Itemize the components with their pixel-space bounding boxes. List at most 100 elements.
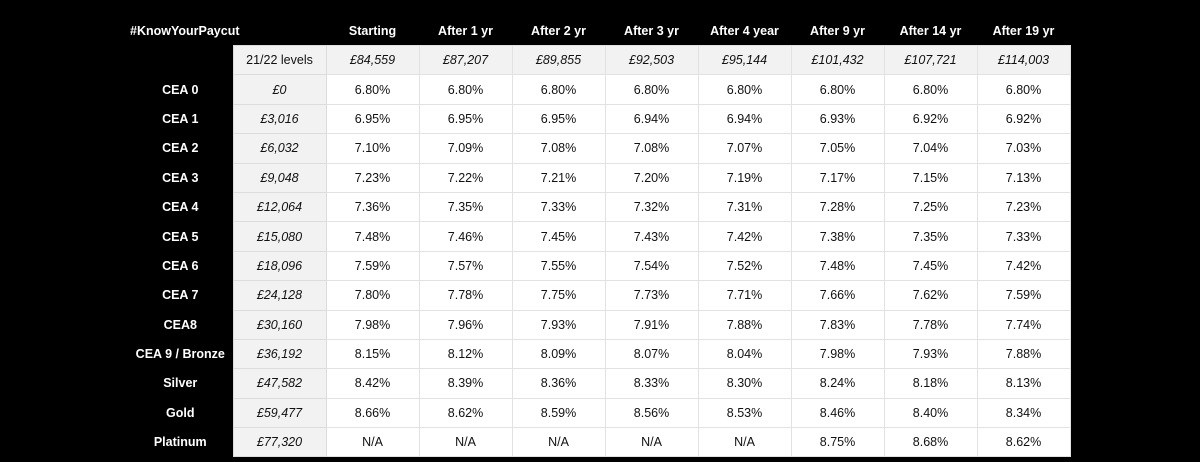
row-label: CEA 1 xyxy=(128,104,233,134)
percent-cell: 8.62% xyxy=(418,397,513,429)
percent-cell: 7.20% xyxy=(604,162,699,193)
percent-cell: 7.80% xyxy=(325,280,420,311)
percent-cell: 7.21% xyxy=(511,162,606,193)
percent-cell: 8.15% xyxy=(325,338,420,370)
percent-cell: 8.46% xyxy=(790,397,885,429)
salary-cell: £84,559 xyxy=(325,44,420,76)
table-row: CEA8 £30,160 7.98% 7.96% 7.93% 7.91% 7.88% 7.83… xyxy=(128,309,1071,340)
percent-cell: 7.54% xyxy=(604,250,699,282)
percent-cell: 7.66% xyxy=(790,280,885,311)
row-label: Platinum xyxy=(128,427,233,457)
table-row: Silver £47,582 8.42% 8.39% 8.36% 8.33% 8.30% 8.… xyxy=(128,368,1071,399)
percent-cell: 7.78% xyxy=(883,309,978,340)
cea-amount-cell: £15,080 xyxy=(232,221,327,252)
percent-cell: 8.24% xyxy=(790,368,885,399)
percent-cell: 7.52% xyxy=(697,250,792,282)
row-label: CEA 9 / Bronze xyxy=(128,339,233,369)
table-row: CEA 5 £15,080 7.48% 7.46% 7.45% 7.43% 7.42% 7.3… xyxy=(128,221,1071,252)
percent-cell: 6.80% xyxy=(883,74,978,105)
percent-cell: 8.39% xyxy=(418,368,513,399)
percent-cell: 7.28% xyxy=(790,191,885,223)
percent-cell: 7.46% xyxy=(418,221,513,252)
paycut-table-container: #KnowYourPaycut Starting After 1 yr Afte… xyxy=(128,17,1071,458)
cea-amount-cell: £12,064 xyxy=(232,191,327,223)
row-label: CEA 4 xyxy=(128,192,233,222)
table-row: CEA 1 £3,016 6.95% 6.95% 6.95% 6.94% 6.94% 6.93… xyxy=(128,103,1071,135)
percent-cell: 7.73% xyxy=(604,280,699,311)
table-row: CEA 9 / Bronze £36,192 8.15% 8.12% 8.09% 8.07… xyxy=(128,338,1071,370)
percent-cell: 7.32% xyxy=(604,191,699,223)
percent-cell: 7.57% xyxy=(418,250,513,282)
percent-cell: 7.08% xyxy=(604,133,699,164)
cea-amount-cell: £24,128 xyxy=(232,280,327,311)
percent-cell: 7.33% xyxy=(976,221,1071,252)
percent-cell: 7.42% xyxy=(976,250,1071,282)
cea-amount-cell: £47,582 xyxy=(232,368,327,399)
row-label: CEA8 xyxy=(128,310,233,340)
percent-cell: 7.23% xyxy=(976,191,1071,223)
paycut-table: #KnowYourPaycut Starting After 1 yr Afte… xyxy=(128,17,1071,458)
cea-amount-cell: £36,192 xyxy=(232,338,327,370)
percent-cell: 8.59% xyxy=(511,397,606,429)
percent-cell: 7.13% xyxy=(976,162,1071,193)
column-header: After 9 yr xyxy=(810,24,865,38)
percent-cell: 7.33% xyxy=(511,191,606,223)
cea-amount-cell: £18,096 xyxy=(232,250,327,282)
percent-cell: 8.18% xyxy=(883,368,978,399)
column-header: After 1 yr xyxy=(438,24,493,38)
percent-cell: 7.17% xyxy=(790,162,885,193)
percent-cell: N/A xyxy=(511,427,606,458)
percent-cell: 7.36% xyxy=(325,191,420,223)
percent-cell: 7.88% xyxy=(976,338,1071,370)
percent-cell: 7.93% xyxy=(511,309,606,340)
row-label: CEA 5 xyxy=(128,221,233,252)
percent-cell: 7.03% xyxy=(976,133,1071,164)
percent-cell: 6.95% xyxy=(325,103,420,135)
percent-cell: 8.30% xyxy=(697,368,792,399)
percent-cell: 7.59% xyxy=(325,250,420,282)
percent-cell: 7.98% xyxy=(325,309,420,340)
percent-cell: 8.56% xyxy=(604,397,699,429)
percent-cell: 7.93% xyxy=(883,338,978,370)
percent-cell: 8.75% xyxy=(790,427,885,458)
percent-cell: 8.42% xyxy=(325,368,420,399)
percent-cell: 8.53% xyxy=(697,397,792,429)
percent-cell: 6.94% xyxy=(604,103,699,135)
percent-cell: 7.98% xyxy=(790,338,885,370)
percent-cell: 6.80% xyxy=(697,74,792,105)
percent-cell: 7.31% xyxy=(697,191,792,223)
row-label: CEA 0 xyxy=(128,74,233,105)
table-row: CEA 4 £12,064 7.36% 7.35% 7.33% 7.32% 7.31% 7.2… xyxy=(128,191,1071,223)
percent-cell: 8.04% xyxy=(697,338,792,370)
row-label: CEA 3 xyxy=(128,163,233,193)
percent-cell: 6.80% xyxy=(604,74,699,105)
percent-cell: 7.45% xyxy=(511,221,606,252)
salary-cell: £107,721 xyxy=(883,44,978,76)
percent-cell: 7.48% xyxy=(790,250,885,282)
cea-amount-cell: £6,032 xyxy=(232,133,327,164)
percent-cell: 6.80% xyxy=(790,74,885,105)
percent-cell: 6.80% xyxy=(976,74,1071,105)
percent-cell: 7.23% xyxy=(325,162,420,193)
percent-cell: 7.45% xyxy=(883,250,978,282)
row-label: Gold xyxy=(128,398,233,428)
percent-cell: 6.80% xyxy=(418,74,513,105)
percent-cell: 7.08% xyxy=(511,133,606,164)
levels-label: 21/22 levels xyxy=(232,44,327,76)
table-row: CEA 3 £9,048 7.23% 7.22% 7.21% 7.20% 7.19% 7.17… xyxy=(128,162,1071,193)
salary-cell: £87,207 xyxy=(418,44,513,76)
percent-cell: 6.94% xyxy=(697,103,792,135)
header-row: #KnowYourPaycut Starting After 1 yr Afte… xyxy=(128,17,1070,46)
row-label: Silver xyxy=(128,368,233,399)
percent-cell: 6.95% xyxy=(418,103,513,135)
percent-cell: 7.59% xyxy=(976,280,1071,311)
percent-cell: N/A xyxy=(418,427,513,458)
cea-amount-cell: £0 xyxy=(232,74,327,105)
percent-cell: 8.33% xyxy=(604,368,699,399)
percent-cell: 7.83% xyxy=(790,309,885,340)
percent-cell: 8.62% xyxy=(976,427,1071,458)
column-header: After 19 yr xyxy=(992,24,1055,38)
empty-cell xyxy=(128,45,233,75)
percent-cell: 8.07% xyxy=(604,338,699,370)
cea-amount-cell: £30,160 xyxy=(232,309,327,340)
